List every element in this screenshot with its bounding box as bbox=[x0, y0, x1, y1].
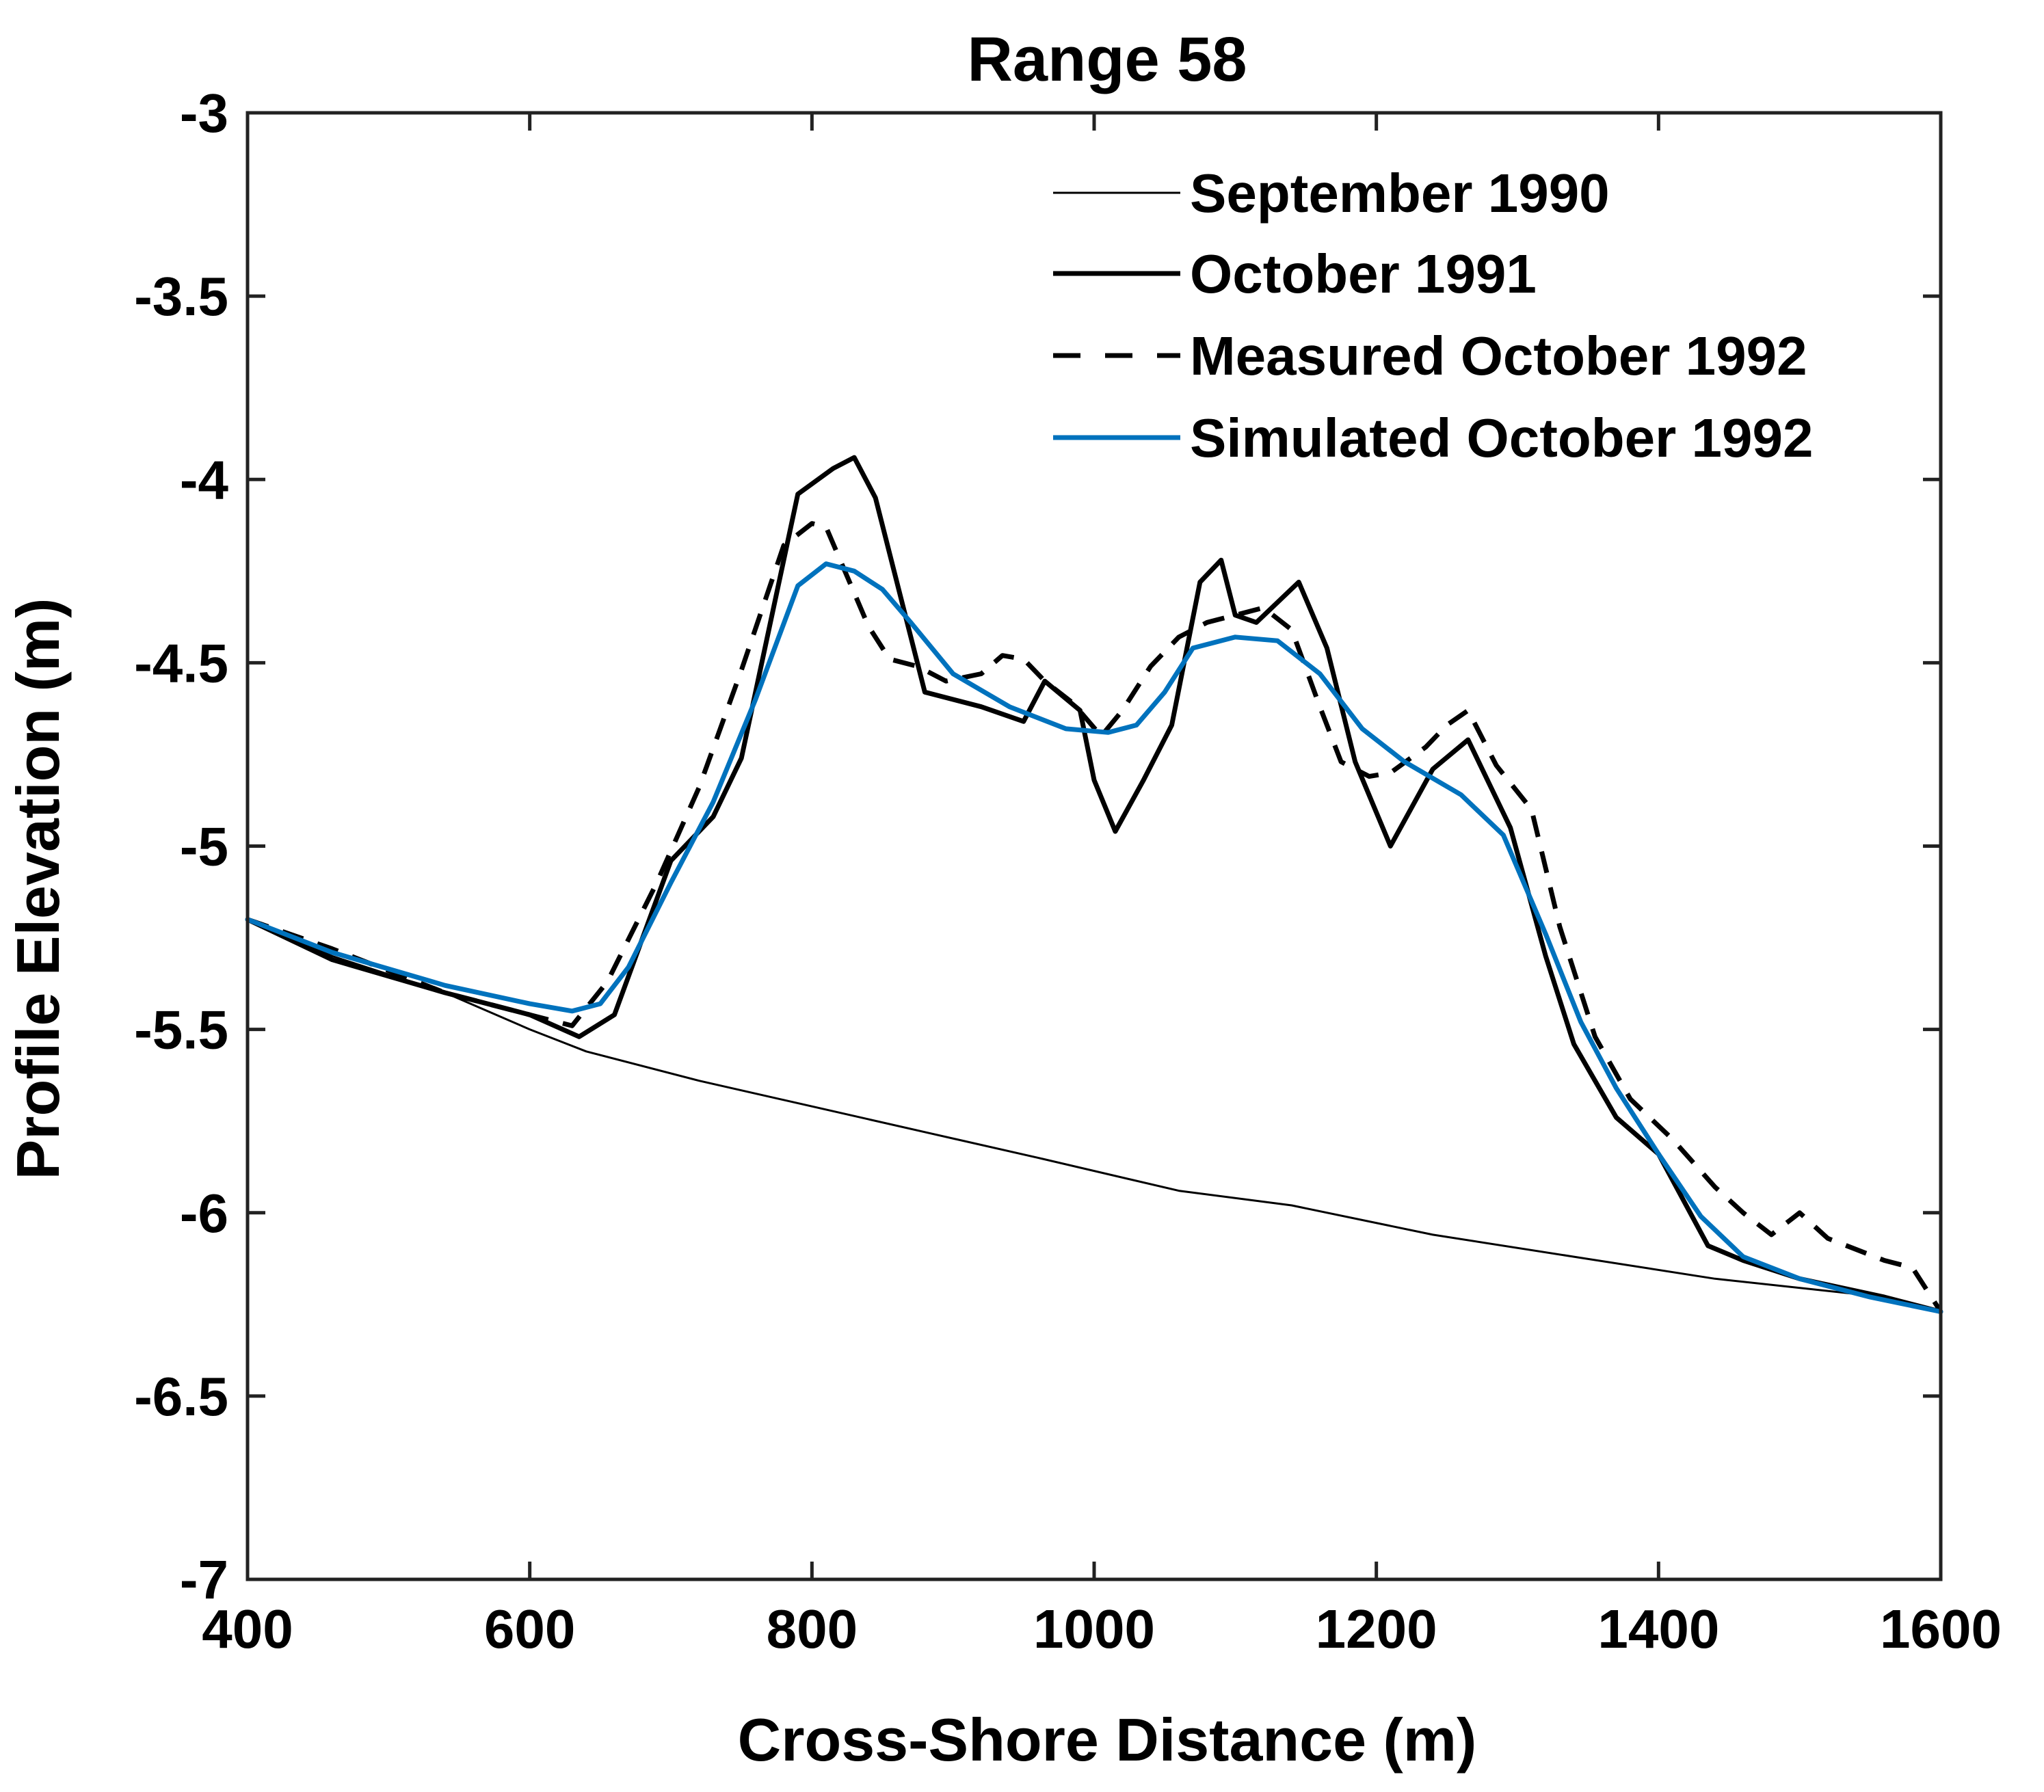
x-tick-label: 1400 bbox=[1597, 1599, 1719, 1659]
y-tick-label: -5 bbox=[180, 816, 228, 877]
x-tick-label: 800 bbox=[767, 1599, 858, 1659]
x-tick-label: 1000 bbox=[1033, 1599, 1155, 1659]
y-axis-label: Profile Elevation (m) bbox=[4, 598, 72, 1180]
chart-title: Range 58 bbox=[967, 25, 1247, 94]
y-tick-label: -6 bbox=[180, 1183, 228, 1244]
x-tick-label: 1200 bbox=[1316, 1599, 1437, 1659]
x-tick-label: 400 bbox=[202, 1599, 293, 1659]
legend: September 1990 October 1991 Measured Octob… bbox=[1053, 163, 1813, 468]
x-tick-label: 1600 bbox=[1880, 1599, 2002, 1659]
ticks-layer: 400 600 800 1000 1200 1400 1600 -7 -6.5 -6 -5.5 -5 -… bbox=[134, 83, 2002, 1659]
x-axis-label: Cross-Shore Distance (m) bbox=[738, 1706, 1477, 1774]
y-tick-label: -7 bbox=[180, 1549, 228, 1610]
y-tick-label: -6.5 bbox=[134, 1366, 228, 1427]
series-line-4 bbox=[245, 561, 1943, 1314]
legend-label-4: Simulated October 1992 bbox=[1190, 407, 1813, 468]
legend-label-1: September 1990 bbox=[1190, 163, 1610, 224]
y-tick-label: -3 bbox=[180, 83, 228, 144]
y-tick-label: -4.5 bbox=[134, 632, 228, 693]
series-line-1 bbox=[246, 918, 1942, 1313]
y-tick-label: -5.5 bbox=[134, 1000, 228, 1060]
series-line-3 bbox=[246, 521, 1943, 1313]
y-tick-label: -4 bbox=[180, 449, 229, 510]
series-layer bbox=[245, 455, 1943, 1314]
y-tick-label: -3.5 bbox=[134, 266, 228, 327]
x-tick-label: 600 bbox=[484, 1599, 575, 1659]
series-line-2 bbox=[245, 455, 1943, 1314]
legend-label-2: October 1991 bbox=[1190, 243, 1537, 304]
legend-label-3: Measured October 1992 bbox=[1190, 325, 1807, 386]
